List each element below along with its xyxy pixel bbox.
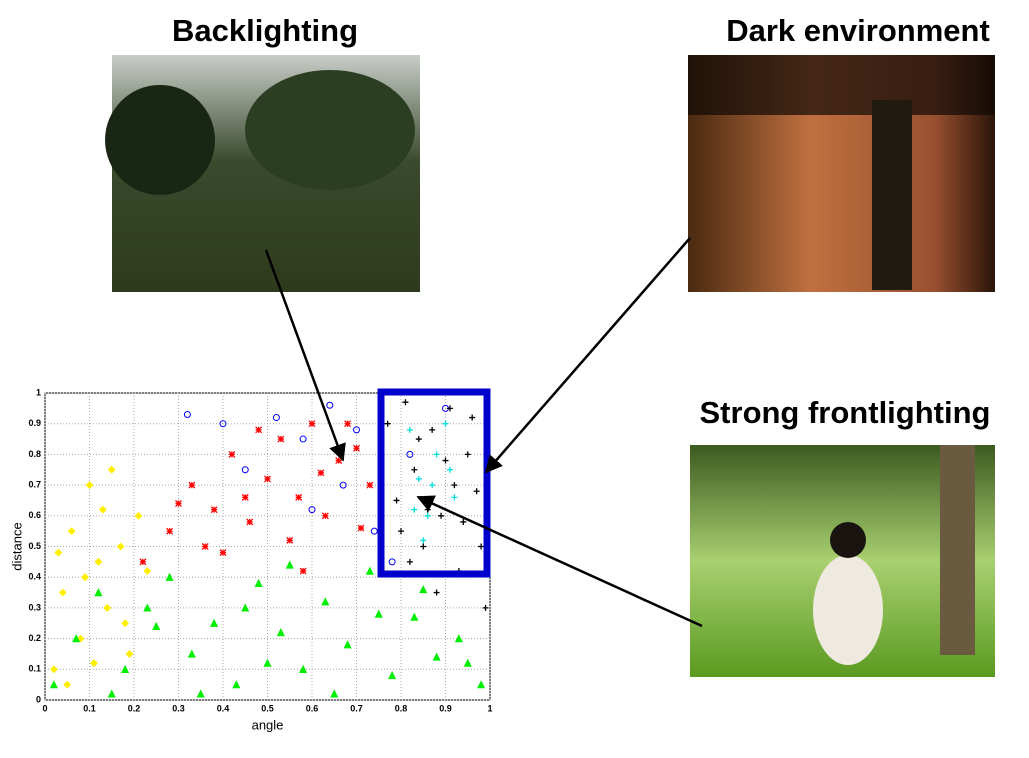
x-tick-label: 0.1 xyxy=(83,703,96,713)
point xyxy=(300,568,306,574)
point xyxy=(296,494,302,500)
point xyxy=(354,445,360,451)
photo-frontlighting xyxy=(690,445,995,677)
x-tick-label: 0.3 xyxy=(172,703,185,713)
point xyxy=(367,482,373,488)
point xyxy=(318,470,324,476)
point xyxy=(345,421,351,427)
point xyxy=(220,550,226,556)
point xyxy=(242,494,248,500)
y-tick-label: 0.7 xyxy=(28,479,41,489)
x-tick-label: 0.8 xyxy=(395,703,408,713)
x-tick-label: 0 xyxy=(42,703,47,713)
point xyxy=(322,513,328,519)
point xyxy=(202,544,208,550)
point xyxy=(140,559,146,565)
x-tick-label: 0.6 xyxy=(306,703,319,713)
point xyxy=(211,507,217,513)
x-tick-label: 0.5 xyxy=(261,703,274,713)
y-axis-label: distance xyxy=(9,522,24,570)
photo-dark xyxy=(688,55,995,292)
y-tick-label: 0.3 xyxy=(28,602,41,612)
x-tick-label: 0.4 xyxy=(217,703,230,713)
point xyxy=(176,501,182,507)
x-tick-label: 0.9 xyxy=(439,703,452,713)
x-tick-label: 1 xyxy=(487,703,492,713)
y-tick-label: 0.1 xyxy=(28,664,41,674)
y-tick-label: 1 xyxy=(36,387,41,397)
y-tick-label: 0.2 xyxy=(28,633,41,643)
photo-title: Backlighting xyxy=(172,13,358,48)
plot: 0 0.1 0.2 0.3 0.4 0.5 0.6 0.7 0.8 0.9 1 0 0.1 0.2 0.3 0… xyxy=(9,387,492,732)
photo-backlighting xyxy=(105,55,420,292)
point xyxy=(247,519,253,525)
point xyxy=(358,525,364,531)
slide: Backlighting Dark environment Strong fro… xyxy=(0,0,1029,753)
point xyxy=(336,458,342,464)
x-tick-label: 0.2 xyxy=(128,703,141,713)
point xyxy=(256,427,262,433)
point xyxy=(287,537,293,543)
point xyxy=(265,476,271,482)
y-tick-label: 0.9 xyxy=(28,418,41,428)
point xyxy=(309,421,315,427)
y-tick-label: 0.4 xyxy=(28,572,41,582)
point xyxy=(189,482,195,488)
y-tick-label: 0 xyxy=(36,694,41,704)
page: {"photos": {"backlighting": "Backlightin… xyxy=(0,0,1029,753)
y-tick-label: 0.8 xyxy=(28,449,41,459)
photo-title: Dark environment xyxy=(726,13,990,48)
x-axis-label: angle xyxy=(252,717,284,732)
x-tick-label: 0.7 xyxy=(350,703,363,713)
point xyxy=(229,451,235,457)
photo-title: Strong frontlighting xyxy=(700,395,991,430)
point xyxy=(167,528,173,534)
y-tick-label: 0.5 xyxy=(28,541,41,551)
y-tick-label: 0.6 xyxy=(28,510,41,520)
point xyxy=(278,436,284,442)
